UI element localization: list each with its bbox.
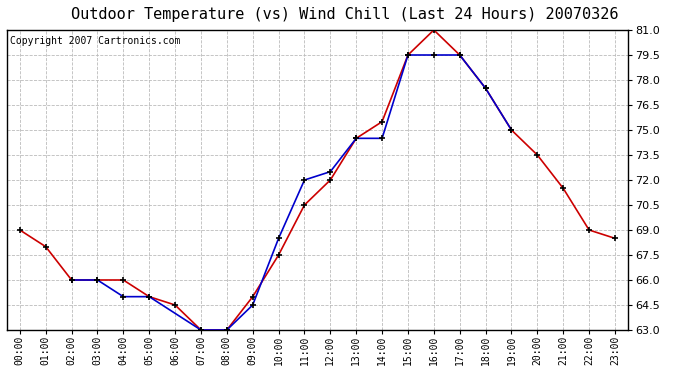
Text: Copyright 2007 Cartronics.com: Copyright 2007 Cartronics.com xyxy=(10,36,180,46)
Text: Outdoor Temperature (vs) Wind Chill (Last 24 Hours) 20070326: Outdoor Temperature (vs) Wind Chill (Las… xyxy=(71,8,619,22)
